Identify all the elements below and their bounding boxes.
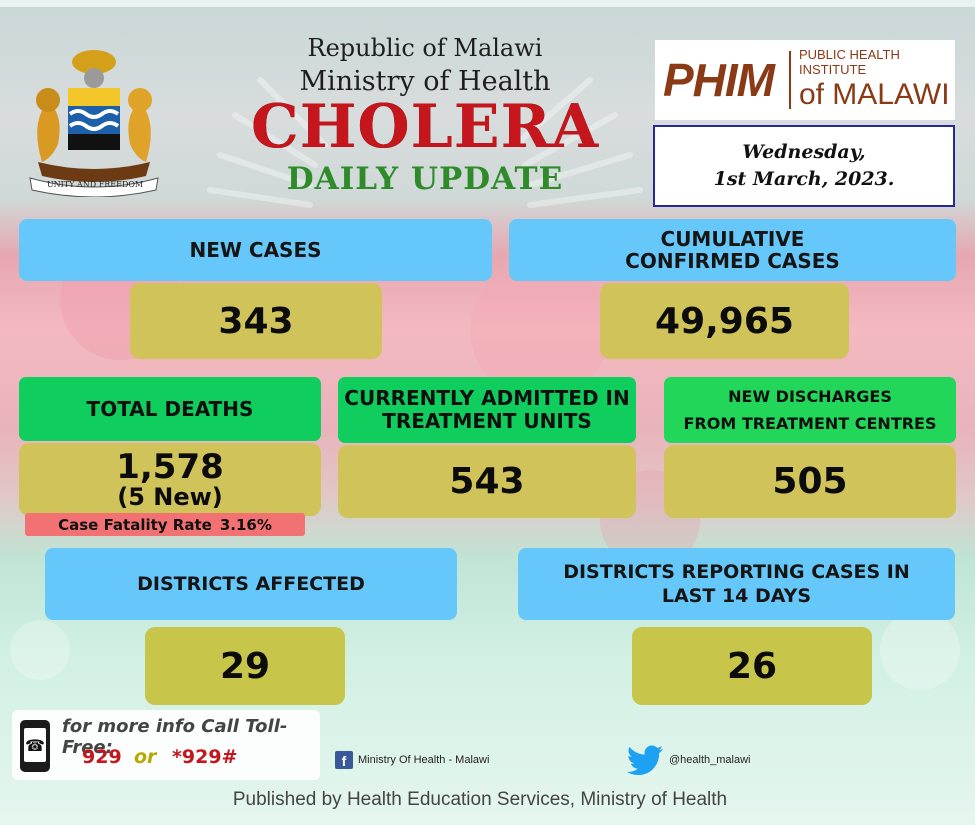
deaths-value: 1,578 (5 New) — [19, 443, 321, 516]
discharges-label: NEW DISCHARGES FROM TREATMENT CENTRES — [664, 377, 956, 443]
facebook-icon: f — [335, 751, 353, 769]
districts-affected-label-text: DISTRICTS AFFECTED — [137, 573, 365, 595]
cumulative-number: 49,965 — [655, 300, 794, 342]
admitted-label-line2: TREATMENT UNITS — [382, 409, 592, 433]
discharges-label-line1: NEW DISCHARGES — [728, 387, 892, 406]
top-strip — [0, 0, 975, 7]
new-cases-label: NEW CASES — [19, 219, 492, 281]
phone-number-1[interactable]: 929 — [82, 746, 122, 768]
phone-icon: ☎ — [20, 720, 50, 772]
twitter-handle: @health_malawi — [669, 754, 751, 766]
districts-reporting-number: 26 — [726, 645, 778, 687]
districts-reporting-value: 26 — [632, 627, 872, 705]
case-fatality-rate: Case Fatality Rate 3.16% — [25, 513, 305, 536]
phim-logo-text: PHIM — [663, 54, 775, 106]
districts-affected-number: 29 — [219, 645, 271, 687]
admitted-value: 543 — [338, 445, 636, 518]
phone-number-2[interactable]: *929# — [172, 746, 238, 768]
cumulative-label: CUMULATIVE CONFIRMED CASES — [509, 219, 956, 281]
cumulative-label-line2: CONFIRMED CASES — [625, 249, 840, 273]
districts-reporting-label: DISTRICTS REPORTING CASES IN LAST 14 DAY… — [518, 548, 955, 620]
header-line1: Republic of Malawi — [307, 34, 543, 62]
header-line2: Ministry of Health — [299, 66, 551, 97]
toll-free-info: ☎ for more info Call Toll-Free: 929 or *… — [12, 710, 320, 780]
districts-affected-value: 29 — [145, 627, 345, 705]
or-text: or — [134, 746, 157, 768]
districts-affected-label: DISTRICTS AFFECTED — [45, 548, 457, 620]
page-title: CHOLERA — [250, 92, 600, 162]
published-by: Published by Health Education Services, … — [232, 789, 728, 810]
new-cases-label-text: NEW CASES — [189, 238, 322, 262]
coat-motto: UNITY AND FREEDOM — [46, 180, 144, 189]
cfr-value: 3.16% — [219, 515, 272, 534]
twitter-link[interactable]: @health_malawi — [625, 745, 751, 775]
coat-of-arms-icon: UNITY AND FREEDOM — [18, 42, 170, 198]
new-cases-value: 343 — [130, 283, 382, 359]
twitter-icon — [626, 745, 663, 775]
admitted-number: 543 — [449, 461, 525, 502]
cumulative-label-line1: CUMULATIVE — [660, 227, 805, 251]
districts-reporting-label-line2: LAST 14 DAYS — [661, 585, 812, 607]
facebook-handle: Ministry Of Health - Malawi — [358, 754, 490, 766]
facebook-link[interactable]: f Ministry Of Health - Malawi — [335, 750, 489, 770]
date-day: Wednesday, — [742, 141, 866, 163]
discharges-label-line2: FROM TREATMENT CENTRES — [683, 414, 937, 433]
institute-line2: of MALAWI — [798, 78, 950, 111]
deaths-new: (5 New) — [117, 482, 223, 511]
cumulative-value: 49,965 — [600, 283, 849, 359]
districts-reporting-label-line1: DISTRICTS REPORTING CASES IN — [563, 561, 910, 583]
deaths-label: TOTAL DEATHS — [19, 377, 321, 441]
date-full: 1st March, 2023. — [713, 168, 895, 190]
institute-line1: PUBLIC HEALTH INSTITUTE — [798, 47, 900, 77]
date-box: Wednesday, 1st March, 2023. — [653, 125, 955, 207]
page-subtitle: DAILY UPDATE — [286, 161, 564, 197]
admitted-label: CURRENTLY ADMITTED IN TREATMENT UNITS — [338, 377, 636, 443]
admitted-label-line1: CURRENTLY ADMITTED IN — [344, 386, 630, 410]
cfr-label: Case Fatality Rate — [58, 515, 212, 534]
discharges-value: 505 — [664, 445, 956, 518]
deaths-label-text: TOTAL DEATHS — [86, 396, 254, 421]
info-label: for more info Call Toll-Free: — [62, 716, 288, 758]
logo-divider — [789, 51, 791, 109]
deaths-number: 1,578 — [116, 446, 224, 487]
phim-logo: PHIM PUBLIC HEALTH INSTITUTE of MALAWI — [655, 40, 955, 120]
discharges-number: 505 — [772, 461, 848, 502]
new-cases-number: 343 — [218, 300, 294, 342]
